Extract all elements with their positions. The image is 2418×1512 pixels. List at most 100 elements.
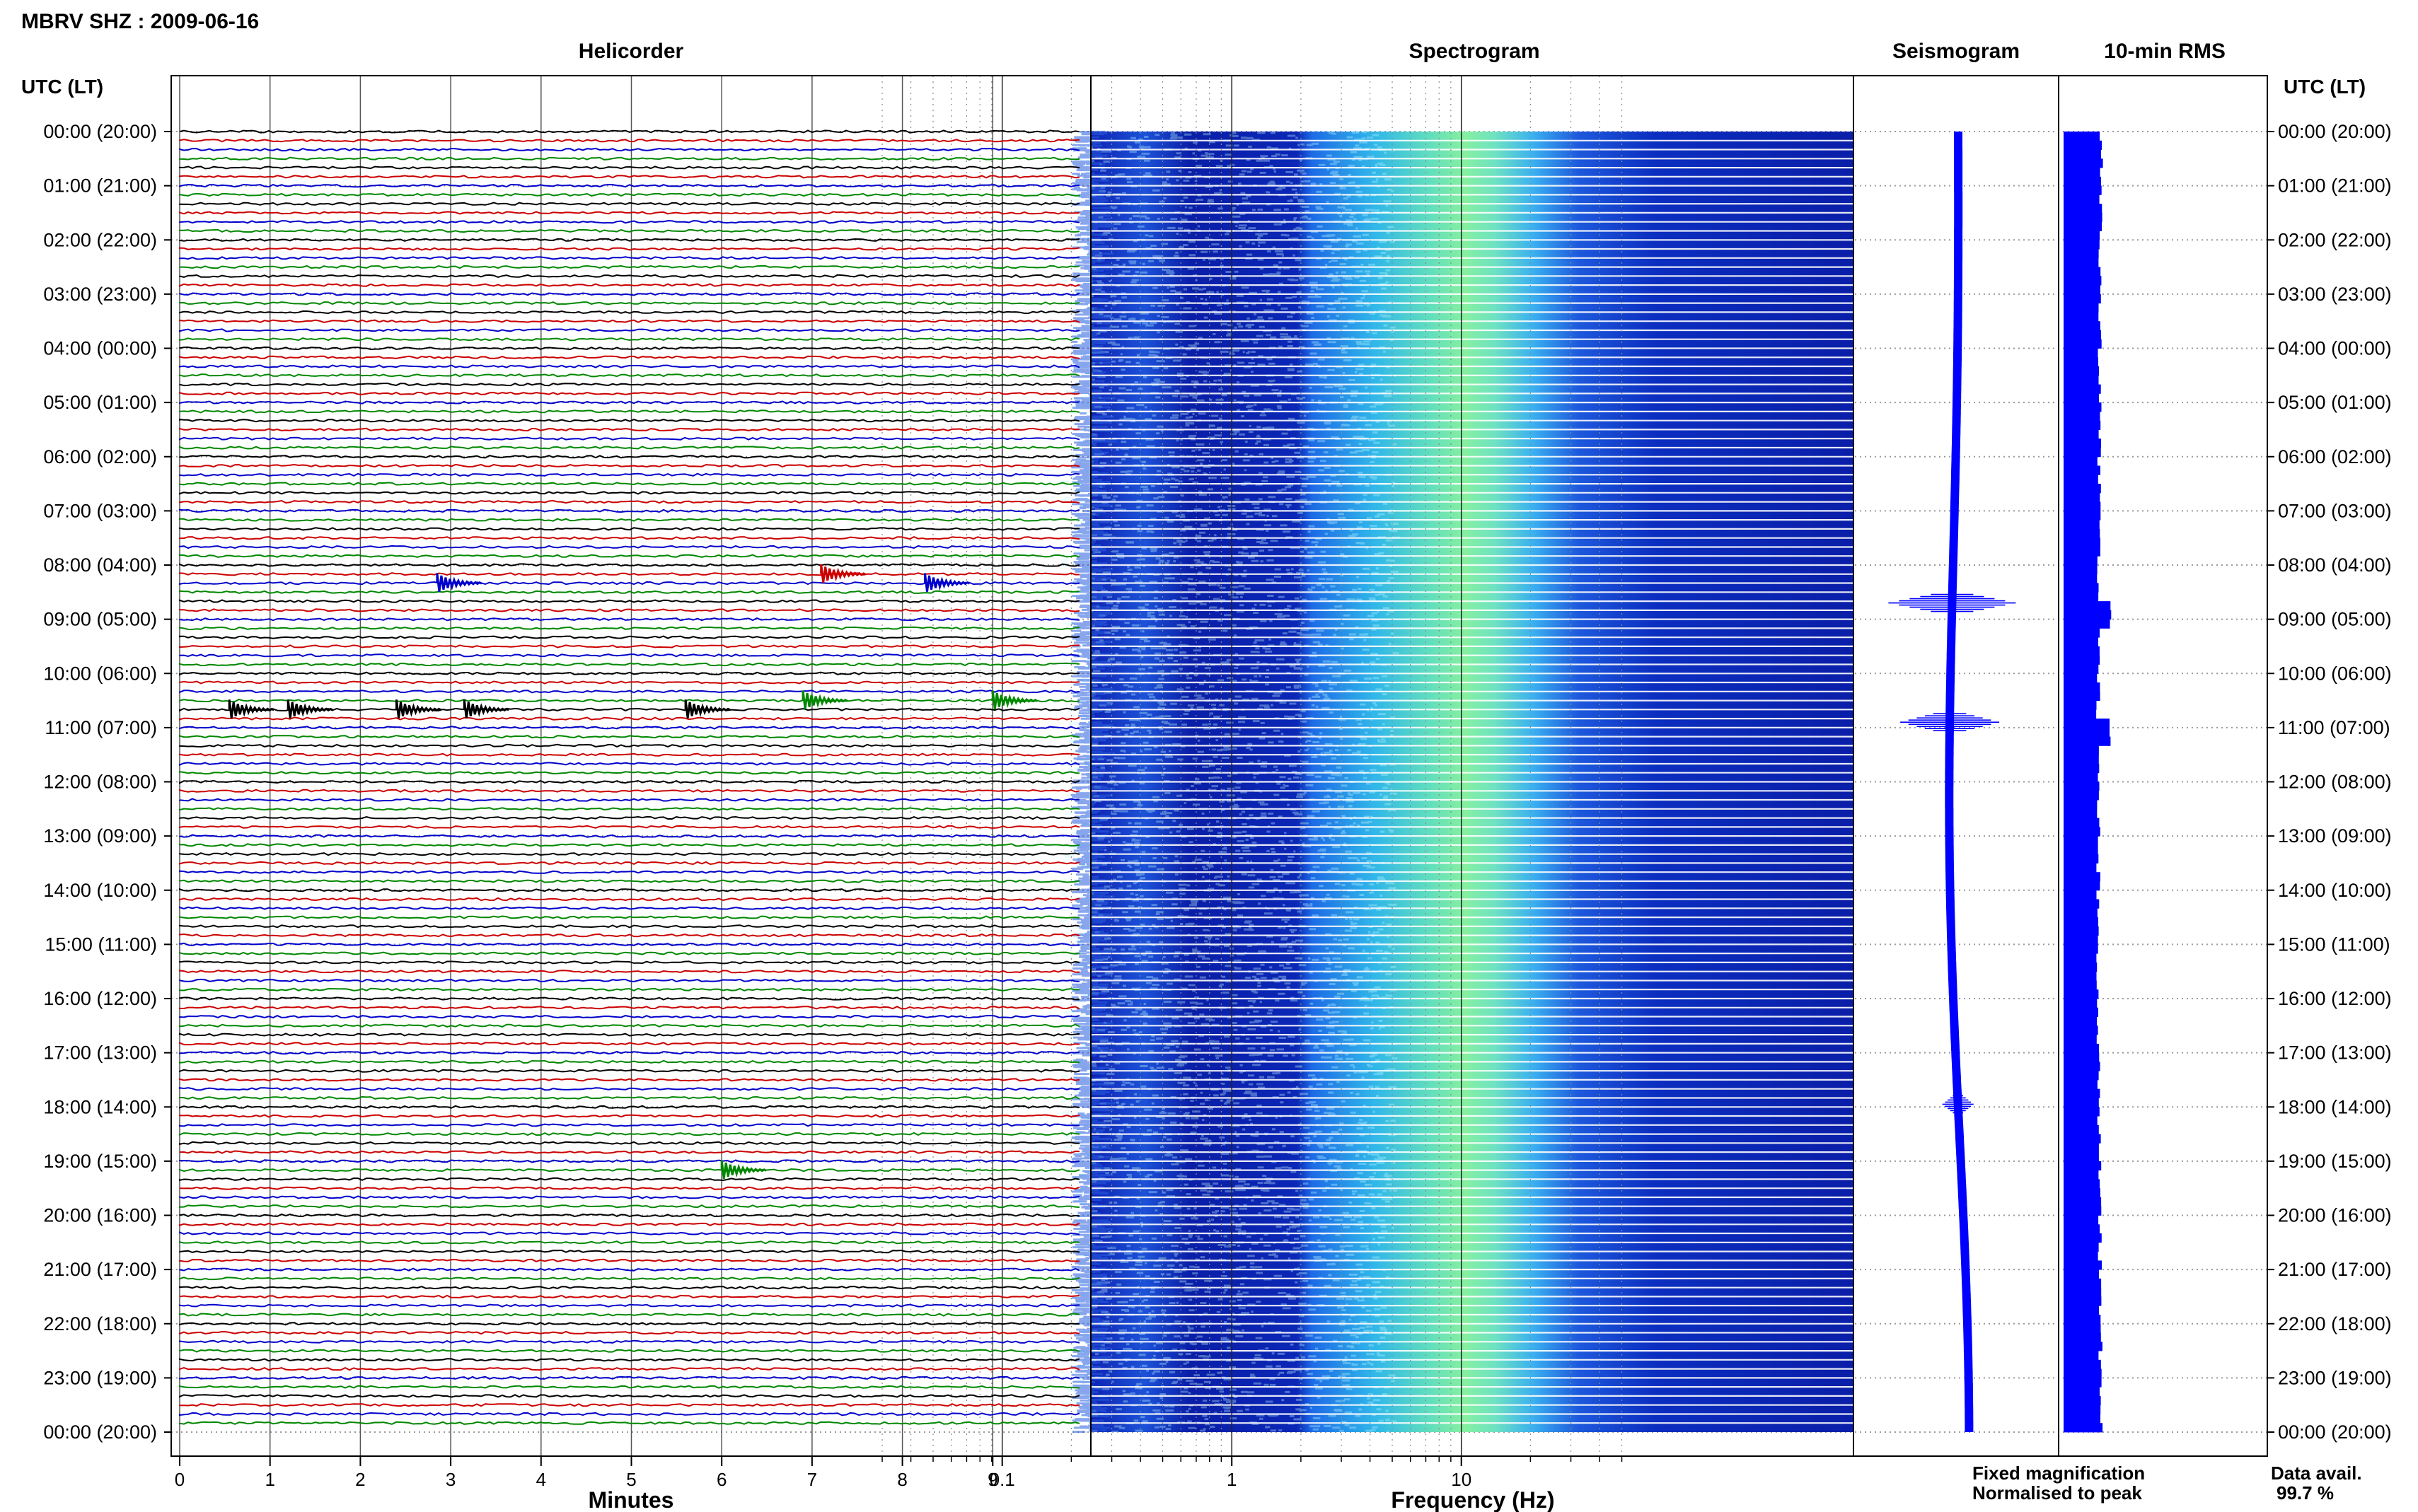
helicorder-trace xyxy=(179,192,1080,197)
rms-bar xyxy=(2064,574,2098,583)
rms-bar xyxy=(2064,1062,2100,1071)
rms-bar xyxy=(2064,1098,2099,1107)
hour-label-left: 00:00 (20:00) xyxy=(43,1421,157,1443)
rms-bar xyxy=(2064,628,2100,638)
helicorder-trace xyxy=(179,815,1080,820)
helicorder-trace xyxy=(179,211,1080,215)
helicorder-trace xyxy=(179,1366,1080,1371)
rms-bar xyxy=(2064,402,2102,412)
helicorder-trace xyxy=(179,1277,1080,1281)
helicorder-trace xyxy=(179,346,1080,351)
rms-bar xyxy=(2064,204,2102,214)
hour-label-right: 20:00 (16:00) xyxy=(2278,1205,2392,1226)
hour-label-left: 19:00 (15:00) xyxy=(43,1151,157,1172)
rms-bar xyxy=(2064,899,2100,909)
hour-label-left: 05:00 (01:00) xyxy=(43,392,157,413)
helicorder-trace xyxy=(179,1195,1080,1199)
hour-label-left: 03:00 (23:00) xyxy=(43,284,157,305)
helicorder-trace xyxy=(179,1286,1080,1290)
hour-label-left: 12:00 (08:00) xyxy=(43,772,157,793)
rms-plot xyxy=(2064,132,2112,1433)
helicorder-trace xyxy=(179,1141,1080,1146)
helicorder-trace xyxy=(179,1186,1080,1190)
helicorder-trace xyxy=(179,779,1080,784)
helicorder-trace xyxy=(179,996,1080,1001)
rms-bar xyxy=(2064,1296,2102,1306)
rms-bar xyxy=(2064,1242,2099,1252)
helicorder-trace xyxy=(179,752,1080,757)
rms-bar xyxy=(2064,267,2101,277)
hour-label-right: 17:00 (13:00) xyxy=(2278,1042,2392,1064)
helicorder-trace xyxy=(179,1294,1080,1299)
rms-bar xyxy=(2064,1378,2102,1388)
hour-label-right: 04:00 (00:00) xyxy=(2278,338,2392,359)
hour-label-right: 00:00 (20:00) xyxy=(2278,1421,2392,1443)
helicorder-trace xyxy=(179,446,1080,450)
helicorder-trace xyxy=(179,978,1080,983)
helicorder-trace xyxy=(179,1421,1080,1425)
rms-bar xyxy=(2064,330,2101,340)
hour-label-right: 13:00 (09:00) xyxy=(2278,825,2392,847)
helicorder-trace xyxy=(179,1240,1080,1245)
rms-bar xyxy=(2064,691,2100,701)
hour-label-right: 23:00 (19:00) xyxy=(2278,1367,2392,1388)
seismogram-plot xyxy=(1888,129,2016,1434)
helicorder-title: Helicorder xyxy=(579,40,684,63)
helicorder-trace xyxy=(179,716,1080,721)
helicorder-trace xyxy=(179,274,1080,278)
rms-bar xyxy=(2064,917,2098,927)
rms-bar xyxy=(2064,1079,2098,1090)
rms-bar xyxy=(2064,863,2097,873)
helicorder-trace xyxy=(179,463,1080,468)
rms-bar xyxy=(2064,719,2110,728)
hour-label-right: 09:00 (05:00) xyxy=(2278,609,2392,630)
rms-bar xyxy=(2064,1025,2098,1035)
rms-bar xyxy=(2064,962,2098,972)
helicorder-trace xyxy=(179,644,1080,649)
legend-normalised-to-peak: Normalised to peak xyxy=(1972,1482,2142,1504)
rms-bar xyxy=(2064,980,2097,990)
helicorder-trace xyxy=(179,743,1080,748)
minute-tick-label: 1 xyxy=(265,1469,274,1490)
helicorder-trace xyxy=(179,319,1080,323)
helicorder-trace xyxy=(179,228,1080,233)
rms-bar xyxy=(2064,1179,2100,1189)
rms-bar xyxy=(2064,908,2098,918)
helicorder-trace xyxy=(179,527,1080,531)
hour-label-right: 03:00 (23:00) xyxy=(2278,284,2392,305)
rms-bar xyxy=(2064,709,2097,719)
rms-bar xyxy=(2064,168,2100,178)
rms-bar xyxy=(2064,727,2110,738)
frequency-tick-label: 0.1 xyxy=(990,1469,1015,1490)
helicorder-trace xyxy=(179,310,1080,315)
hour-label-left: 17:00 (13:00) xyxy=(43,1042,157,1064)
helicorder-event xyxy=(395,699,442,719)
helicorder-event xyxy=(436,573,482,592)
helicorder-trace xyxy=(179,455,1080,459)
rms-bar xyxy=(2064,1387,2100,1397)
rms-bar xyxy=(2064,339,2102,349)
rms-bar xyxy=(2064,755,2099,764)
hour-label-right: 11:00 (07:00) xyxy=(2278,717,2390,738)
helicorder-trace xyxy=(179,924,1080,929)
helicorder-trace xyxy=(179,499,1080,504)
helicorder-trace xyxy=(179,726,1080,730)
helicorder-event xyxy=(720,1160,767,1179)
rms-bar xyxy=(2064,637,2098,647)
rms-bar xyxy=(2064,375,2099,385)
helicorder-trace xyxy=(179,1023,1080,1028)
rms-bar xyxy=(2064,791,2099,801)
hour-label-left: 02:00 (22:00) xyxy=(43,229,157,250)
rms-bar xyxy=(2064,1233,2102,1243)
rms-title: 10-min RMS xyxy=(2104,40,2226,63)
rms-bar xyxy=(2064,999,2098,1008)
hour-label-right: 01:00 (21:00) xyxy=(2278,175,2392,197)
rms-bar xyxy=(2064,601,2111,611)
seismogram-event xyxy=(1888,593,2016,612)
helicorder-trace xyxy=(179,482,1080,486)
helicorder-trace xyxy=(179,626,1080,631)
minute-tick-label: 3 xyxy=(446,1469,456,1490)
rms-bar xyxy=(2064,781,2100,791)
hour-label-left: 07:00 (03:00) xyxy=(43,500,157,521)
helicorder-trace xyxy=(179,690,1080,694)
